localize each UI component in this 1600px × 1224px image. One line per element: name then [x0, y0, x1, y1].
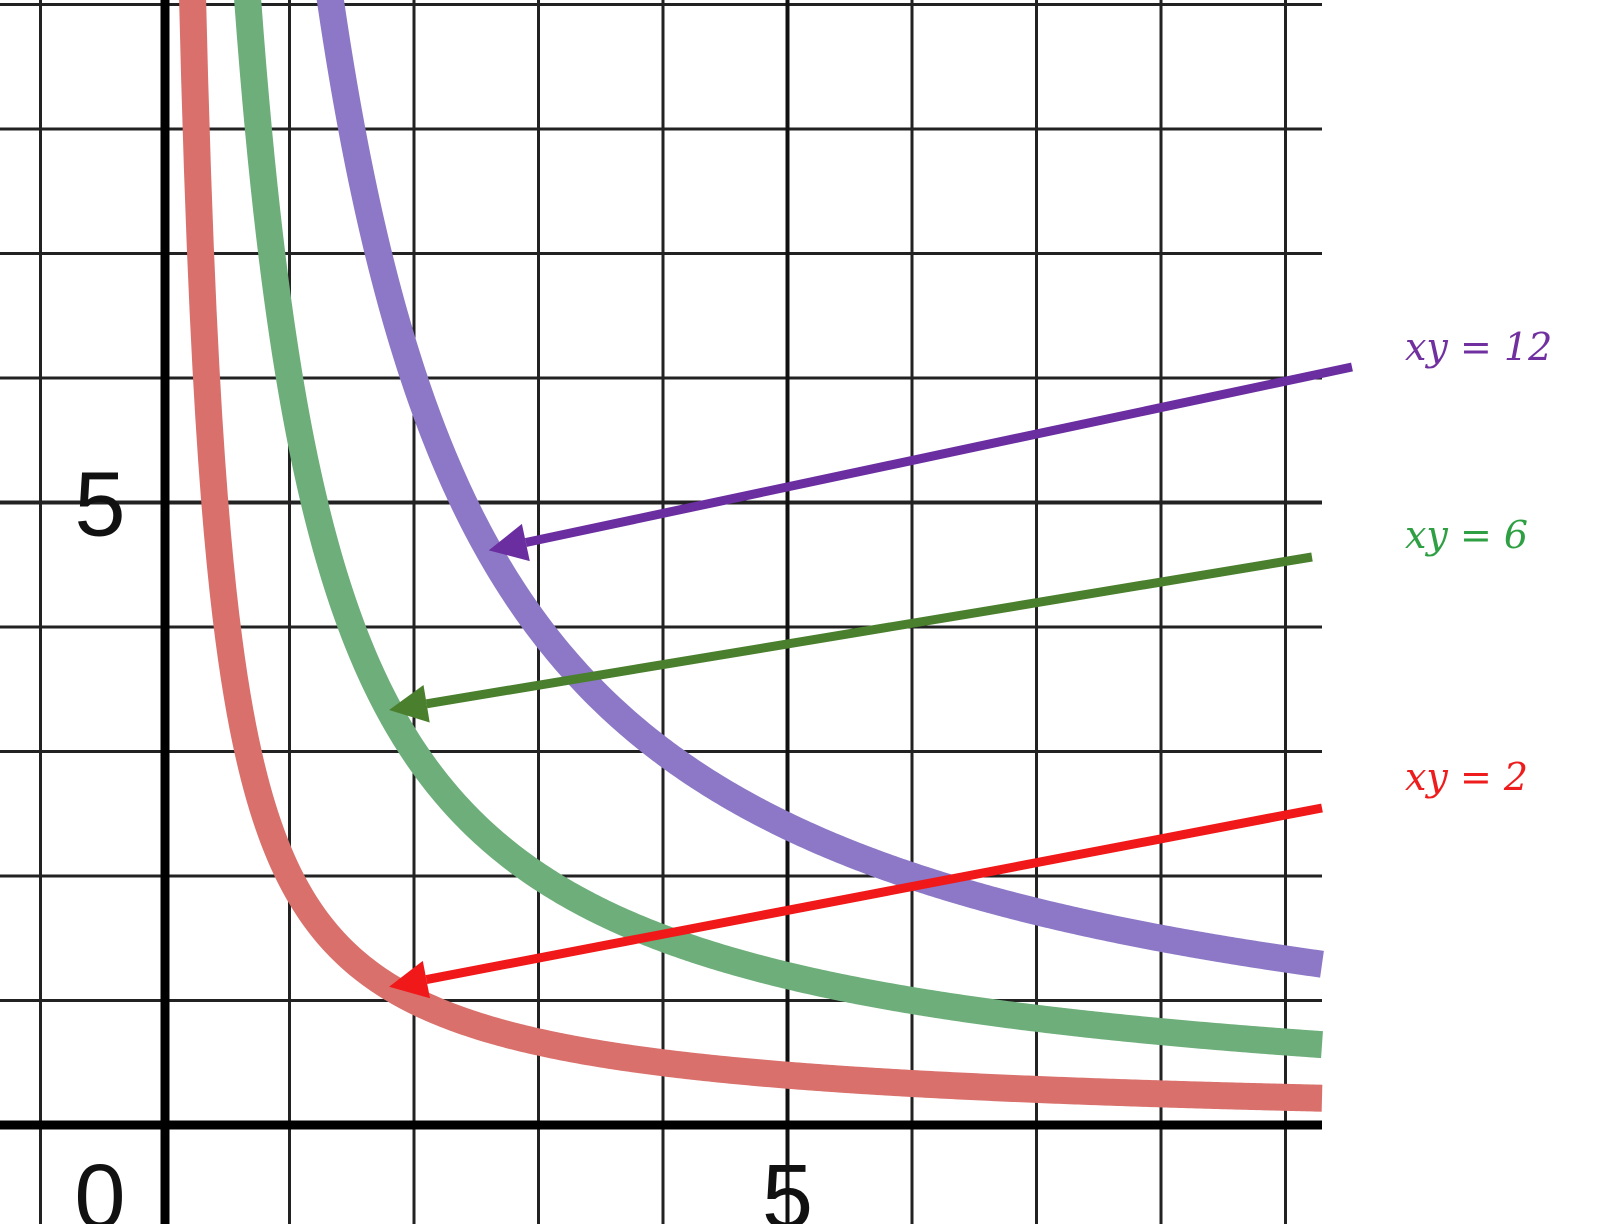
label-xy-2: xy = 2	[1405, 755, 1528, 799]
label-xy-12: xy = 12	[1405, 325, 1552, 369]
label-xy-6: xy = 6	[1405, 513, 1528, 557]
curve-xy-12	[316, 0, 1324, 978]
curves	[179, 0, 1324, 1112]
arrow-head-xy-12	[488, 523, 530, 562]
tick-label-origin: 0	[74, 1146, 125, 1224]
arrows	[389, 362, 1353, 999]
tick-labels: 0 5 5	[74, 454, 813, 1224]
tick-label-x-5: 5	[762, 1146, 813, 1224]
curve-xy-2	[179, 0, 1323, 1112]
arrow-head-xy-2	[389, 960, 430, 999]
arrow-shaft-xy-12	[524, 362, 1353, 547]
curve-xy-6	[234, 0, 1323, 1059]
curve-labels: xy = 2 xy = 6 xy = 12	[1405, 325, 1552, 799]
arrow-head-xy-6	[389, 685, 430, 723]
tick-label-y-5: 5	[74, 454, 125, 556]
axes	[0, 0, 1322, 1224]
arrow-shaft-xy-6	[425, 552, 1313, 709]
arrow-shaft-xy-2	[425, 803, 1323, 984]
